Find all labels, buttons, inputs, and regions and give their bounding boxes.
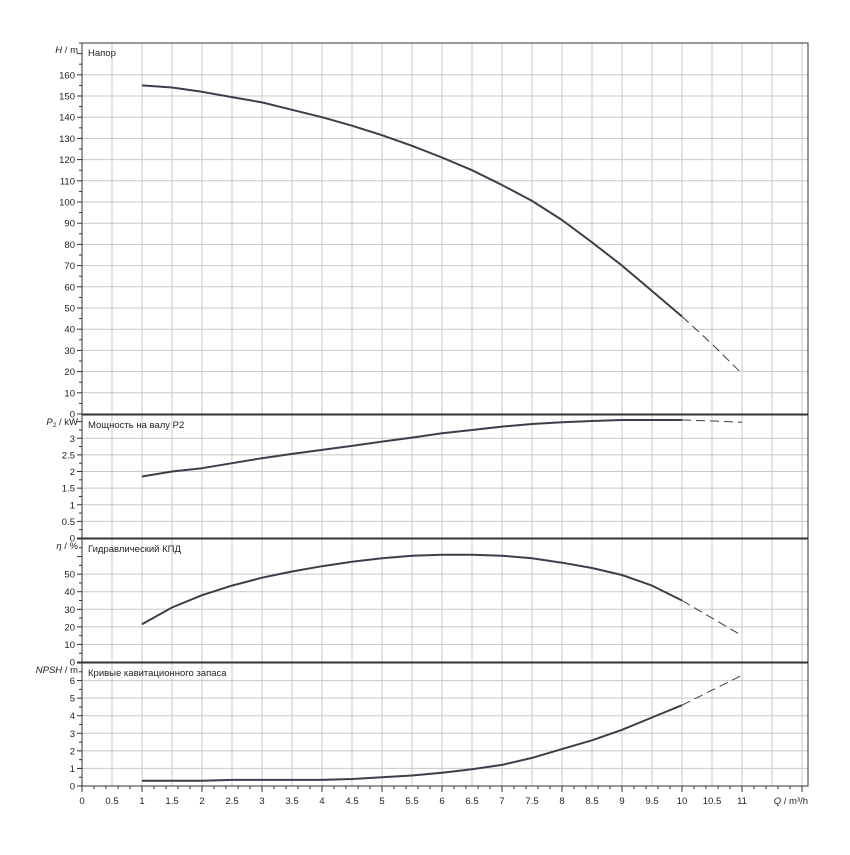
x-axis-label: Q / m³/h bbox=[774, 796, 808, 807]
curve-line bbox=[141, 553, 683, 626]
x-tick-label: 5.5 bbox=[405, 796, 418, 807]
x-tick-label: 3 bbox=[259, 796, 264, 807]
x-tick-label: 9.5 bbox=[645, 796, 658, 807]
panel-3: 0 10 20 30 40 50 η / % Гидравлический КПД bbox=[56, 538, 809, 669]
curve-extrapolated bbox=[681, 674, 743, 706]
x-tick-label: 0 bbox=[79, 796, 84, 807]
panel-frame bbox=[81, 662, 809, 787]
y-tick-label: 2 bbox=[70, 746, 75, 757]
y-tick-label: 3 bbox=[70, 434, 75, 445]
x-tick-label: 5 bbox=[379, 796, 384, 807]
x-tick-label: 1 bbox=[139, 796, 144, 807]
panel-title: Мощность на валу P2 bbox=[88, 420, 184, 431]
x-tick-label: 2.5 bbox=[225, 796, 238, 807]
y-tick-label: 10 bbox=[64, 388, 75, 399]
panel-title: Гидравлический КПД bbox=[88, 544, 181, 555]
y-tick-label: 10 bbox=[64, 640, 75, 651]
y-tick-label: 3 bbox=[70, 729, 75, 740]
curve-extrapolated bbox=[681, 419, 743, 423]
x-tick-label: 9 bbox=[619, 796, 624, 807]
y-tick-label: 0 bbox=[70, 534, 75, 545]
y-tick-label: 0.5 bbox=[62, 517, 75, 528]
panel-frame bbox=[81, 414, 809, 539]
x-tick-label: 8.5 bbox=[585, 796, 598, 807]
y-tick-label: 30 bbox=[64, 605, 75, 616]
x-tick-label: 8 bbox=[559, 796, 564, 807]
x-tick-label: 4.5 bbox=[345, 796, 358, 807]
y-tick-label: 30 bbox=[64, 346, 75, 357]
x-tick-label: 7 bbox=[499, 796, 504, 807]
y-tick-label: 50 bbox=[64, 570, 75, 581]
y-tick-label: 20 bbox=[64, 367, 75, 378]
x-tick-label: 0.5 bbox=[105, 796, 118, 807]
x-tick-label: 7.5 bbox=[525, 796, 538, 807]
panel-title: Кривые кавитационного запаса bbox=[88, 668, 227, 679]
y-tick-label: 70 bbox=[64, 261, 75, 272]
panel-1: 0 10 20 30 40 50 60 70 80 90 100 110 120 130 140 150 160… bbox=[55, 42, 809, 421]
x-tick-label: 1.5 bbox=[165, 796, 178, 807]
y-tick-label: 130 bbox=[59, 134, 75, 145]
curve-line bbox=[141, 84, 683, 318]
y-tick-label: 40 bbox=[64, 587, 75, 598]
panel-frame bbox=[81, 42, 809, 415]
y-tick-label: 150 bbox=[59, 92, 75, 103]
y-tick-label: 1.5 bbox=[62, 484, 75, 495]
y-tick-label: 0 bbox=[70, 410, 75, 421]
x-tick-label: 10 bbox=[677, 796, 688, 807]
y-tick-label: 1 bbox=[70, 500, 75, 511]
panel-2: 0 0.5 1 1.5 2 2.5 3 P2 / kW Мощность на валу P2 bbox=[46, 414, 809, 545]
x-tick-label: 4 bbox=[319, 796, 324, 807]
y-tick-label: 0 bbox=[70, 782, 75, 793]
y-tick-label: 140 bbox=[59, 113, 75, 124]
y-tick-label: 20 bbox=[64, 622, 75, 633]
y-tick-label: 90 bbox=[64, 219, 75, 230]
y-tick-label: 1 bbox=[70, 764, 75, 775]
y-tick-label: 50 bbox=[64, 304, 75, 315]
y-tick-label: 110 bbox=[60, 176, 75, 187]
y-axis-label: P2 / kW bbox=[46, 417, 78, 429]
y-tick-label: 120 bbox=[59, 155, 75, 166]
y-tick-label: 100 bbox=[59, 198, 75, 209]
x-tick-label: 2 bbox=[199, 796, 204, 807]
y-tick-label: 2.5 bbox=[62, 450, 75, 461]
y-tick-label: 160 bbox=[59, 70, 75, 81]
panel-title: Напор bbox=[88, 48, 116, 59]
curve-line bbox=[141, 419, 682, 478]
y-tick-label: 4 bbox=[70, 711, 75, 722]
x-tick-label: 6 bbox=[439, 796, 444, 807]
y-axis-label: H / m bbox=[55, 45, 78, 56]
x-tick-label: 10.5 bbox=[703, 796, 722, 807]
y-tick-label: 6 bbox=[70, 676, 75, 687]
curve-line bbox=[142, 704, 683, 782]
x-axis: 0 0.5 1 1.5 2 2.5 3 3.5 4 4.5 5 5.5 6 6.5 7 7.5 8 8.5 9 9.5… bbox=[79, 786, 808, 807]
y-tick-label: 40 bbox=[64, 325, 75, 336]
y-tick-label: 5 bbox=[70, 694, 75, 705]
x-tick-label: 11 bbox=[737, 796, 747, 807]
y-tick-label: 60 bbox=[64, 282, 75, 293]
y-tick-label: 0 bbox=[70, 658, 75, 669]
curve-extrapolated bbox=[681, 600, 743, 637]
y-axis-label: NPSH / m bbox=[36, 665, 78, 676]
y-tick-label: 2 bbox=[70, 467, 75, 478]
y-tick-label: 80 bbox=[64, 240, 75, 251]
x-tick-label: 6.5 bbox=[465, 796, 478, 807]
y-axis-label: η / % bbox=[56, 541, 78, 552]
x-tick-label: 3.5 bbox=[285, 796, 298, 807]
